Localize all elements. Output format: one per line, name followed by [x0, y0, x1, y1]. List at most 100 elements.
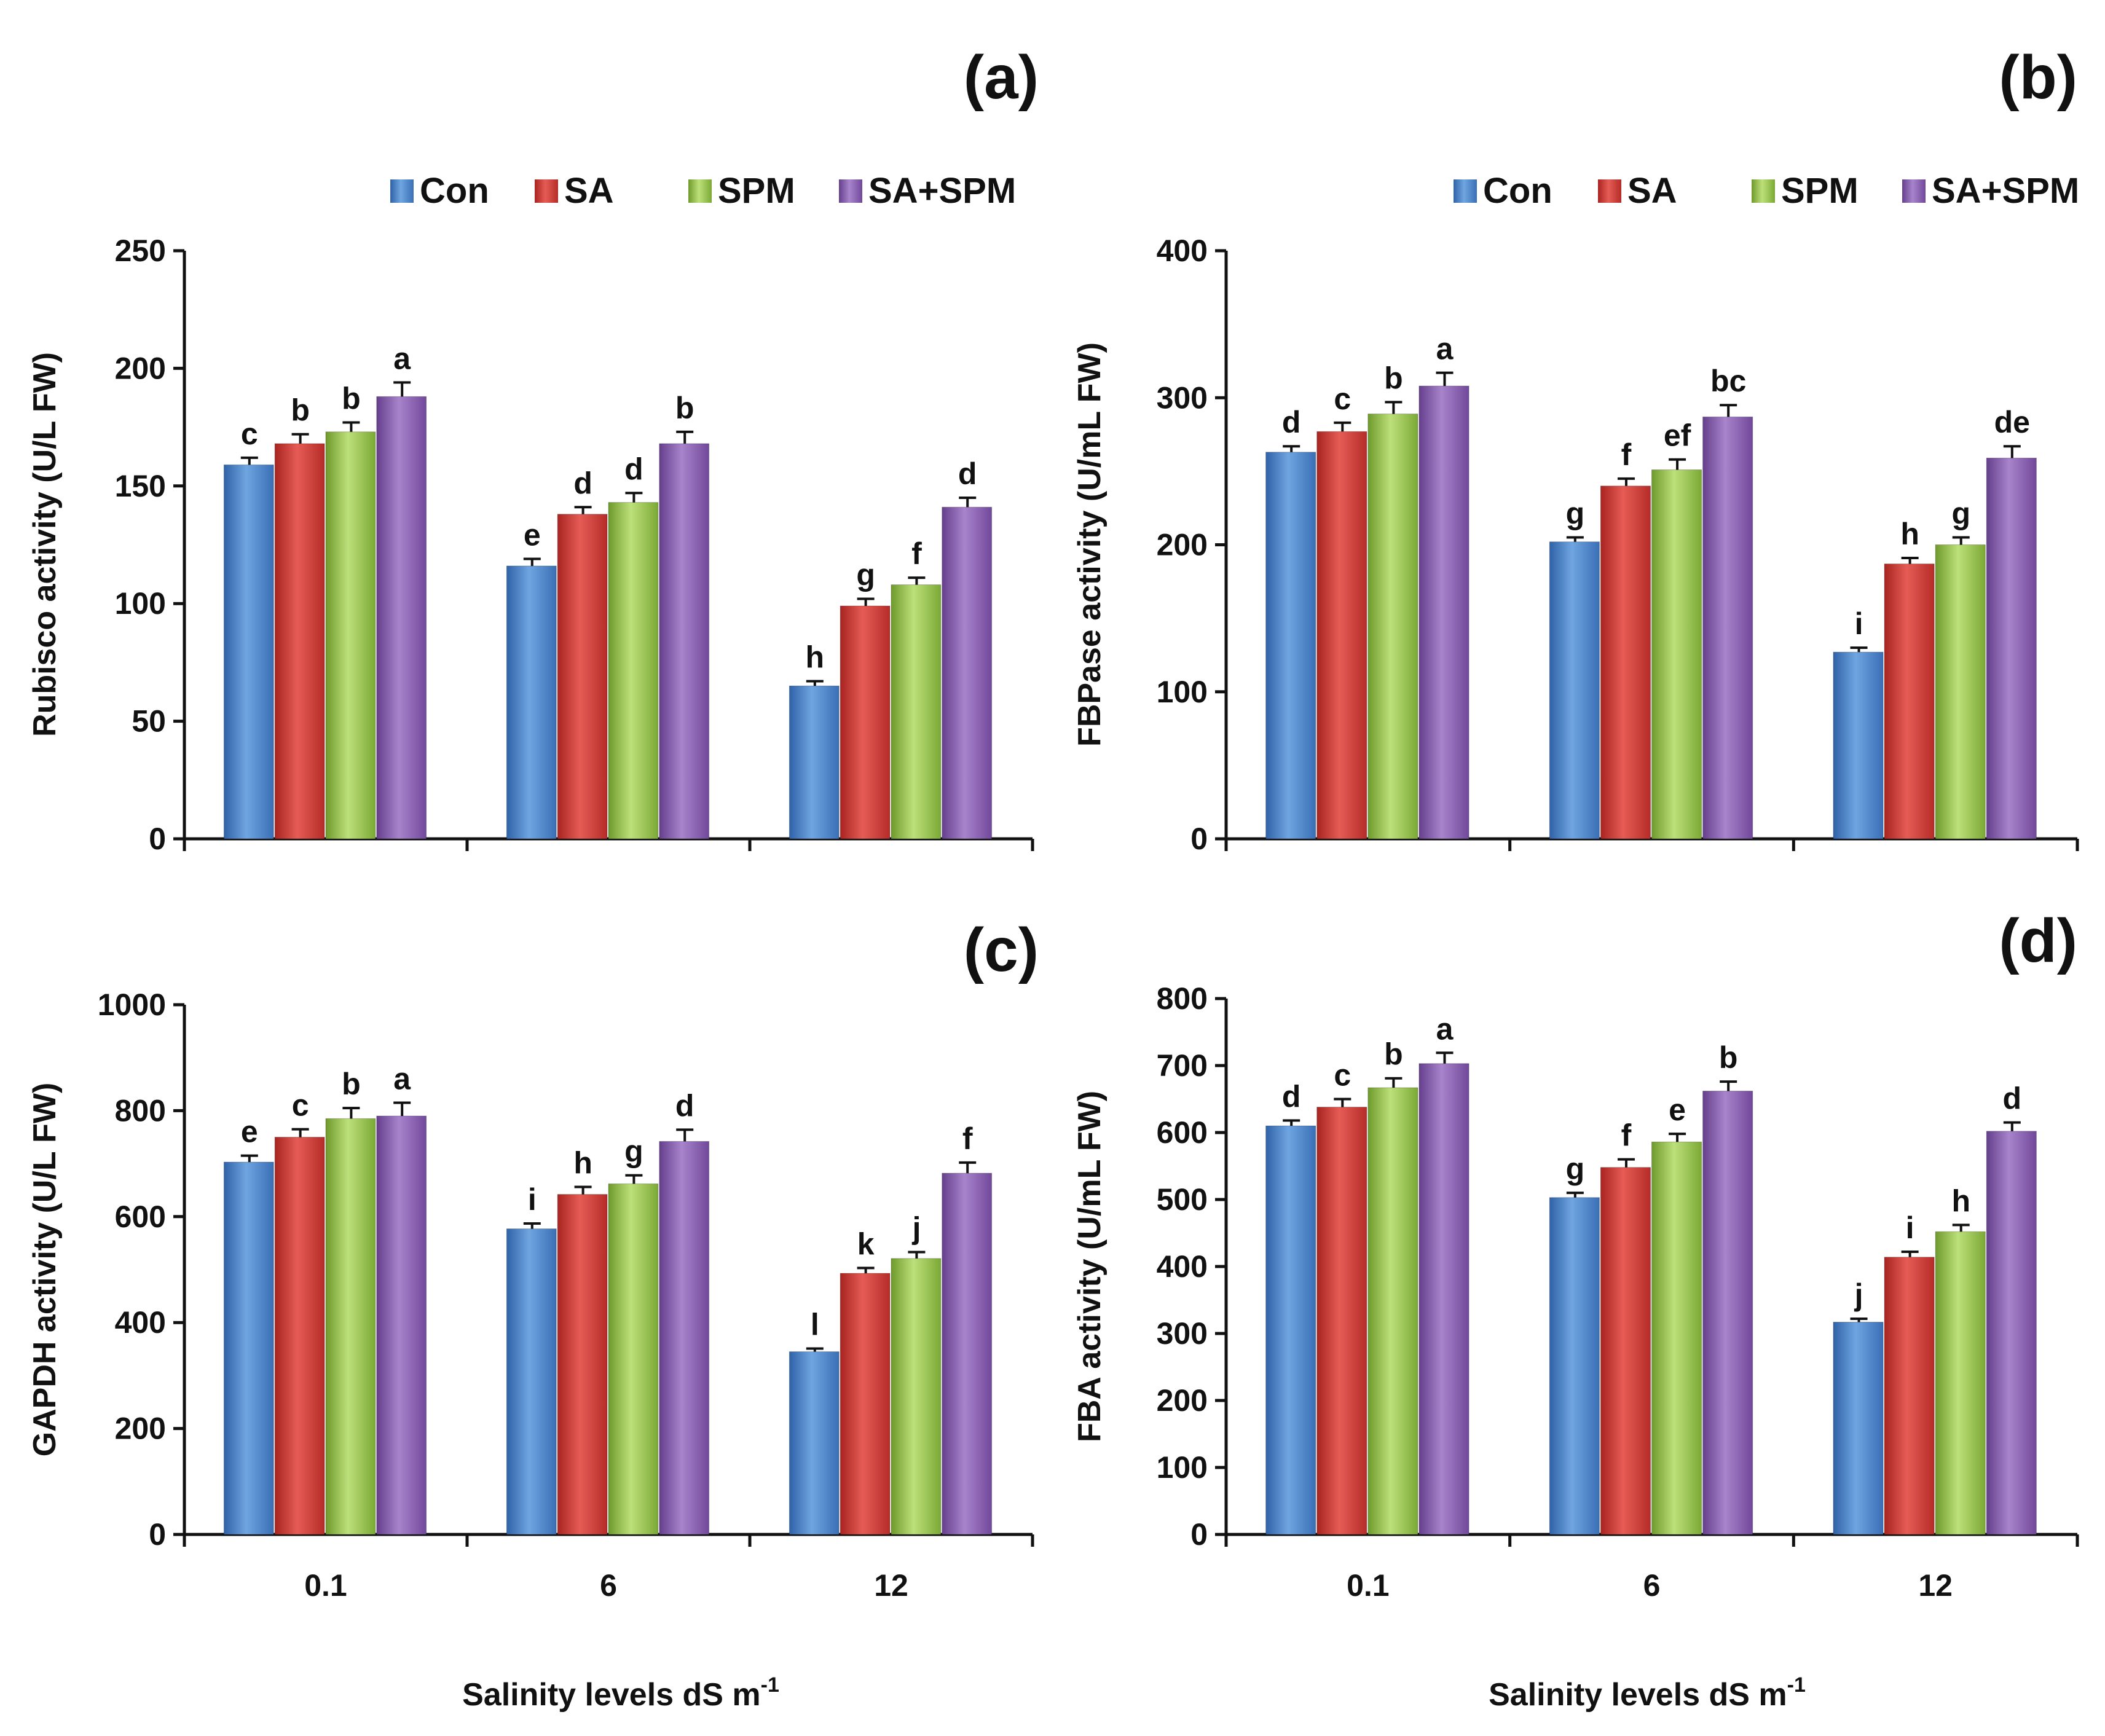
legend-label: SA+SPM — [1932, 171, 2079, 211]
significance-letter: c — [292, 1088, 309, 1123]
significance-letter: f — [1621, 1118, 1632, 1153]
bar-sa-6 — [557, 514, 608, 839]
significance-letter: f — [1621, 438, 1632, 472]
bar-sa-spm-12 — [1986, 457, 2037, 839]
bar-sa-spm-0_1 — [376, 396, 427, 839]
x-axis-title-right: Salinity levels dS m-1 — [1489, 1673, 1806, 1713]
y-axis-title: FBPase activity (U/mL FW) — [1072, 342, 1108, 747]
bar-con-6 — [1549, 1197, 1600, 1535]
bar-sa-0_1 — [274, 443, 325, 839]
significance-letter: j — [1854, 1278, 1863, 1312]
bar-sa-6 — [1600, 485, 1651, 839]
significance-letter: e — [524, 517, 541, 552]
bar-sa-12 — [1884, 1257, 1935, 1535]
panel-label: (b) — [1999, 43, 2077, 112]
y-tick-label: 100 — [1157, 675, 1208, 709]
bar-con-0_1 — [223, 464, 274, 839]
bar-con-6 — [506, 565, 557, 839]
y-tick-label: 400 — [1157, 1249, 1208, 1284]
legend-swatch-spm — [1752, 179, 1775, 203]
legend-swatch-sa-spm — [1902, 179, 1926, 203]
bar-con-0_1 — [1265, 1125, 1316, 1535]
significance-letter: c — [1334, 1058, 1351, 1093]
x-tick-label: 6 — [1643, 1568, 1661, 1603]
y-tick-label: 200 — [115, 1412, 166, 1446]
bar-sa-0_1 — [274, 1137, 325, 1535]
bar-con-12 — [789, 1351, 840, 1535]
y-tick-label: 100 — [115, 586, 166, 621]
legend-swatch-con — [390, 179, 414, 203]
y-tick-label: 100 — [1157, 1450, 1208, 1485]
bar-spm-6 — [608, 1183, 659, 1535]
significance-letter: e — [1669, 1093, 1686, 1127]
significance-letter: b — [342, 381, 361, 415]
x-axis-title-right-text: Salinity levels dS m — [1489, 1677, 1787, 1713]
legend-label: SA+SPM — [868, 171, 1016, 211]
significance-letter: d — [2003, 1082, 2022, 1116]
bar-sa-12 — [840, 1273, 891, 1535]
bar-sa-spm-6 — [1702, 416, 1753, 839]
x-axis-title-left-sup: -1 — [761, 1673, 779, 1697]
significance-letter: g — [1951, 497, 1970, 531]
y-tick-label: 250 — [115, 234, 166, 268]
bar-sa-spm-0_1 — [1418, 385, 1470, 839]
significance-letter: d — [573, 466, 592, 500]
y-tick-label: 50 — [132, 704, 166, 739]
significance-letter: l — [811, 1307, 819, 1341]
y-tick-label: 700 — [1157, 1048, 1208, 1083]
x-axis-title-left-text: Salinity levels dS m — [462, 1677, 761, 1713]
significance-letter: d — [675, 1088, 694, 1123]
chart-panel-1: (a) Rubisco activity (U/L FW) 0 50 100 150 200… — [27, 43, 1039, 856]
significance-letter: e — [241, 1115, 258, 1149]
significance-letter: c — [1334, 382, 1351, 416]
y-tick-label: 200 — [1157, 1383, 1208, 1418]
bar-sa-6 — [557, 1194, 608, 1535]
bar-spm-12 — [891, 584, 942, 839]
bar-spm-12 — [1935, 544, 1986, 839]
x-axis-title-left: Salinity levels dS m-1 — [462, 1673, 779, 1713]
bar-spm-6 — [1651, 469, 1702, 839]
legend-label: SPM — [1781, 171, 1859, 211]
bar-con-12 — [789, 685, 840, 839]
chart-panel-4: (d) FBA activity (U/mL FW) 0 100 200 300 400 50… — [1072, 906, 2079, 1603]
significance-letter: f — [911, 536, 922, 571]
significance-letter: a — [1436, 332, 1454, 366]
bar-con-6 — [1549, 541, 1600, 839]
bar-sa-spm-0_1 — [1418, 1063, 1470, 1535]
chart-panel-2: (b) FBPase activity (U/mL FW) 0 100 200 300 40… — [1072, 43, 2079, 856]
bar-sa-6 — [1600, 1167, 1651, 1535]
bar-con-0_1 — [223, 1161, 274, 1535]
significance-letter: b — [1384, 1037, 1403, 1072]
significance-letter: d — [624, 452, 643, 486]
significance-letter: h — [806, 640, 825, 675]
bar-spm-0_1 — [1367, 414, 1418, 839]
bar-sa-0_1 — [1316, 431, 1367, 839]
y-tick-label: 0 — [1190, 1517, 1208, 1552]
y-tick-label: 200 — [1157, 528, 1208, 562]
legend-label: Con — [1483, 171, 1552, 211]
x-tick-label: 12 — [1918, 1568, 1953, 1603]
bar-sa-spm-12 — [942, 506, 993, 839]
legend: Con SA SPM SA+SPM — [390, 171, 1016, 211]
chart-panel-3: (c) GAPDH activity (U/L FW) 0 200 400 600 800 1… — [27, 916, 1039, 1603]
significance-letter: h — [1900, 517, 1919, 551]
significance-letter: h — [573, 1146, 592, 1180]
bar-sa-spm-6 — [659, 1141, 710, 1535]
x-tick-label: 12 — [874, 1568, 908, 1603]
significance-letter: de — [1994, 405, 2030, 439]
significance-letter: bc — [1710, 364, 1746, 398]
y-tick-label: 0 — [149, 1517, 166, 1552]
significance-letter: b — [675, 391, 694, 425]
bar-spm-12 — [891, 1258, 942, 1535]
legend-swatch-con — [1454, 179, 1477, 203]
significance-letter: c — [241, 417, 258, 451]
significance-letter: a — [1436, 1011, 1454, 1046]
legend-label: SA — [1627, 171, 1677, 211]
legend-swatch-sa — [535, 179, 558, 203]
panel-label: (d) — [1999, 906, 2077, 975]
significance-letter: k — [857, 1227, 875, 1261]
y-tick-label: 0 — [1190, 822, 1208, 856]
x-tick-label: 0.1 — [304, 1568, 347, 1603]
legend: Con SA SPM SA+SPM — [1454, 171, 2079, 211]
bar-sa-spm-6 — [659, 443, 710, 839]
